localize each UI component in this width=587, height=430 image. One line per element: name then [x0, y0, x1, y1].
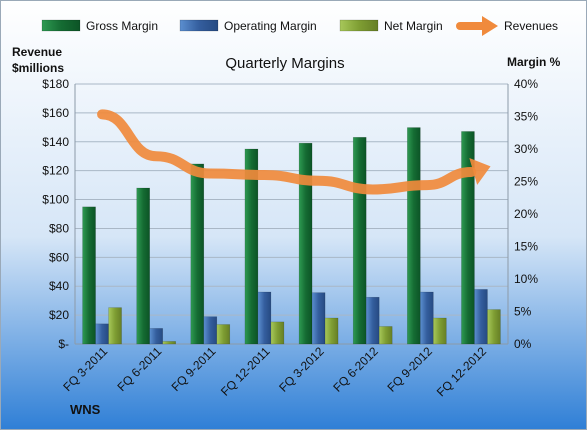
bar-operating-margin [420, 291, 434, 345]
revenue-arrow-head [469, 158, 491, 185]
right-axis-label: Margin % [507, 55, 561, 69]
company-label: WNS [70, 402, 101, 417]
bar-operating-margin [203, 316, 218, 345]
bar-net-margin [216, 324, 231, 345]
bar-net-margin [270, 321, 285, 345]
bar-operating-margin [95, 323, 109, 345]
bar-operating-margin [474, 289, 488, 345]
bar-gross-margin [82, 206, 96, 345]
legend-label: Revenues [504, 19, 558, 33]
left-tick-label: $100 [42, 193, 69, 207]
legend-swatch [339, 19, 379, 32]
left-axis-label-line1: Revenue [12, 45, 62, 59]
bar-operating-margin [149, 328, 163, 345]
right-tick-label: 15% [514, 240, 538, 254]
legend-swatch-arrow [482, 16, 498, 36]
bar-operating-margin [311, 292, 326, 345]
right-tick-label: 25% [514, 175, 538, 189]
right-tick-label: 0% [514, 337, 532, 351]
bar-operating-margin [257, 291, 272, 345]
bar-net-margin [378, 326, 393, 345]
chart-title: Quarterly Margins [225, 55, 344, 72]
bar-net-margin [487, 309, 501, 345]
left-tick-label: $120 [42, 164, 69, 178]
right-tick-label: 5% [514, 305, 532, 319]
bar-net-margin [324, 317, 339, 345]
legend-label: Net Margin [384, 19, 443, 33]
bar-gross-margin [461, 131, 475, 345]
right-tick-label: 20% [514, 207, 538, 221]
legend-label: Gross Margin [86, 19, 158, 33]
left-axis-label-line2: $millions [12, 61, 64, 75]
bar-gross-margin [190, 163, 205, 345]
right-axis-ticks: 0% 5% 10% 15% 20% 25% 30% 35% 40% [514, 77, 538, 351]
bar-net-margin [108, 307, 122, 345]
bar-net-margin [433, 317, 447, 345]
legend-swatch [41, 19, 81, 32]
left-tick-label: $140 [42, 135, 69, 149]
revenue-line-group [97, 109, 491, 195]
left-tick-label: $60 [49, 250, 69, 264]
left-tick-label: $180 [42, 77, 69, 91]
left-axis-ticks: $- $20 $40 $60 $80 $100 $120 $140 $160 $180 [42, 77, 69, 351]
left-tick-label: $20 [49, 308, 69, 322]
right-tick-label: 35% [514, 110, 538, 124]
left-tick-label: $80 [49, 221, 69, 235]
bar-net-margin [162, 341, 176, 345]
legend: Gross Margin Operating Margin Net Margin Re… [41, 16, 558, 36]
legend-label: Operating Margin [224, 19, 317, 33]
bar-gross-margin [407, 127, 421, 345]
revenue-line [97, 109, 477, 195]
right-tick-label: 10% [514, 272, 538, 286]
bar-gross-margin [136, 187, 150, 345]
bar-gross-margin [352, 137, 367, 345]
bar-gross-margin [298, 142, 313, 345]
left-tick-label: $160 [42, 106, 69, 120]
bar-gross-margin [244, 148, 259, 345]
left-tick-label: $40 [49, 279, 69, 293]
right-tick-label: 30% [514, 142, 538, 156]
left-tick-label: $- [58, 337, 69, 351]
right-tick-label: 40% [514, 77, 538, 91]
legend-swatch [179, 19, 219, 32]
bar-operating-margin [365, 296, 380, 345]
